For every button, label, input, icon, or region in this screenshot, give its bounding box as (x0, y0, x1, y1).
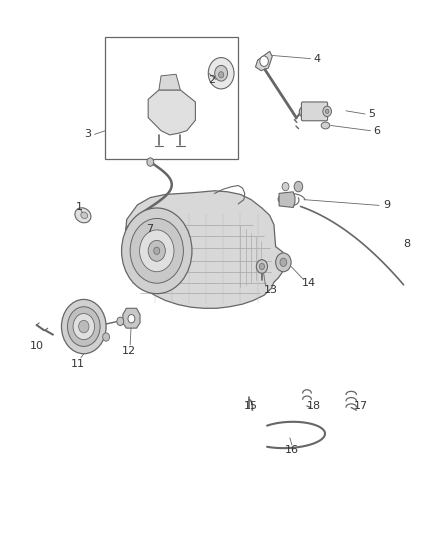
Polygon shape (148, 90, 195, 135)
Polygon shape (123, 308, 140, 328)
Text: 2: 2 (208, 75, 215, 85)
Text: 16: 16 (285, 446, 299, 455)
Circle shape (122, 208, 192, 294)
Circle shape (259, 263, 265, 270)
FancyBboxPatch shape (105, 37, 238, 159)
Text: 5: 5 (368, 109, 375, 119)
Circle shape (147, 158, 154, 166)
Text: 9: 9 (383, 200, 390, 211)
Circle shape (102, 333, 110, 341)
Text: 15: 15 (244, 401, 258, 411)
Text: 3: 3 (85, 130, 92, 139)
Text: 10: 10 (30, 341, 43, 351)
Circle shape (305, 112, 310, 119)
Text: 7: 7 (146, 224, 153, 235)
Circle shape (117, 317, 124, 326)
Circle shape (125, 226, 132, 234)
Ellipse shape (81, 212, 88, 219)
Text: 6: 6 (374, 126, 381, 136)
Circle shape (73, 313, 95, 340)
Text: 8: 8 (403, 239, 410, 249)
Circle shape (140, 230, 174, 272)
Circle shape (282, 182, 289, 191)
Circle shape (61, 300, 106, 354)
Text: 13: 13 (264, 285, 278, 295)
Text: 18: 18 (306, 401, 321, 411)
Circle shape (276, 253, 291, 272)
Text: 1: 1 (76, 203, 83, 213)
Ellipse shape (75, 208, 91, 223)
Circle shape (260, 56, 268, 67)
Circle shape (67, 306, 100, 346)
Circle shape (280, 258, 287, 266)
Polygon shape (125, 191, 286, 308)
Circle shape (323, 106, 332, 117)
Circle shape (256, 260, 268, 273)
Text: 11: 11 (71, 359, 85, 369)
Text: 4: 4 (313, 54, 321, 63)
Circle shape (294, 181, 303, 192)
Circle shape (154, 247, 160, 254)
Circle shape (79, 320, 89, 333)
Circle shape (219, 71, 224, 78)
Polygon shape (159, 74, 180, 90)
Polygon shape (279, 192, 295, 207)
Ellipse shape (321, 122, 330, 129)
Circle shape (128, 314, 135, 323)
Circle shape (208, 58, 234, 89)
Circle shape (215, 66, 228, 81)
Polygon shape (255, 51, 272, 71)
Circle shape (148, 240, 166, 261)
Circle shape (299, 107, 308, 117)
Circle shape (325, 109, 329, 114)
Text: 12: 12 (122, 346, 136, 356)
Text: 17: 17 (353, 401, 368, 411)
Text: 14: 14 (302, 278, 316, 288)
Circle shape (130, 219, 184, 283)
FancyBboxPatch shape (301, 102, 328, 121)
